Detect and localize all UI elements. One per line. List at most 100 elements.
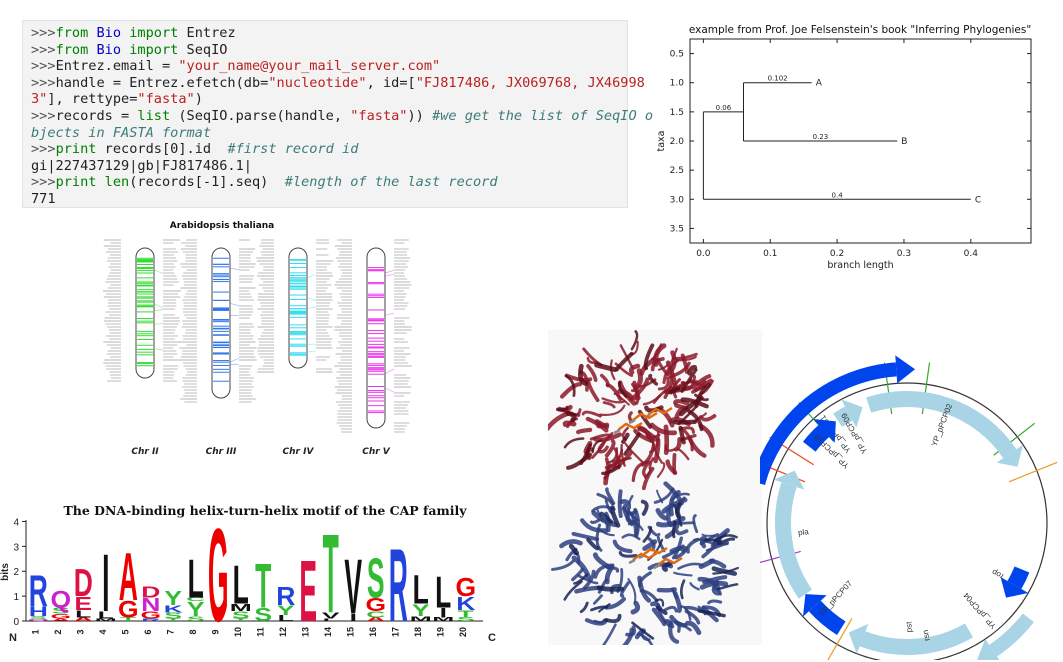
- protein-ribbon: [604, 613, 622, 624]
- position-label: 17: [390, 627, 400, 637]
- protein-ribbon: [661, 560, 673, 572]
- protein-ribbon: [601, 397, 626, 404]
- protein-ribbon: [678, 425, 686, 445]
- protein-ribbon: [630, 330, 639, 351]
- protein-ribbon: [582, 569, 596, 590]
- gene-connector: [153, 269, 164, 274]
- position-label: 11: [255, 627, 265, 637]
- logo-letter: R: [141, 618, 161, 622]
- gene-connector: [384, 312, 395, 316]
- code-token: #first record id: [227, 141, 359, 158]
- protein-ribbon: [673, 619, 681, 633]
- protein-ribbon: [618, 550, 638, 558]
- protein-ribbon: [656, 587, 677, 593]
- logo-letter: C: [366, 610, 385, 620]
- protein-ribbon: [551, 559, 575, 571]
- x-tick-label: 0.2: [830, 249, 844, 259]
- chromosome-label: Chr V: [362, 447, 391, 457]
- code-token: list: [137, 107, 179, 124]
- protein-ribbon: [586, 364, 598, 382]
- protein-ribbon: [590, 605, 609, 612]
- gene-feature-arrowhead: [841, 399, 863, 428]
- position-label: 19: [435, 627, 445, 637]
- protein-ribbon: [697, 576, 721, 591]
- ligand-stick: [628, 418, 636, 425]
- protein-ribbon: [591, 439, 603, 454]
- protein-ribbon: [599, 514, 609, 534]
- python-code-block: >>>from Bio import Entrez >>>from Bio imp…: [22, 20, 653, 208]
- y-tick-label: 1.5: [670, 108, 684, 118]
- logo-letter: R: [29, 566, 48, 616]
- logo-letter: M: [230, 602, 252, 613]
- logo-title: The DNA-binding helix-turn-helix motif o…: [63, 503, 467, 518]
- protein-ribbon: [577, 574, 599, 585]
- gene-connector: [384, 274, 395, 277]
- chromosome-label: Chr II: [131, 447, 159, 457]
- tip-label: C: [975, 195, 981, 205]
- logo-letter: R: [389, 528, 408, 644]
- position-label: 14: [323, 627, 333, 637]
- gene-connector: [229, 357, 240, 363]
- protein-ribbon: [622, 503, 634, 527]
- protein-ribbon: [624, 442, 644, 463]
- gene-feature-arrowhead: [895, 355, 916, 384]
- protein-ribbon: [711, 566, 738, 576]
- chromosome-map-title: Arabidopsis thaliana: [170, 221, 275, 231]
- code-token: len: [104, 174, 130, 191]
- logo-letter: L: [278, 614, 294, 624]
- ligand-stick: [653, 563, 661, 570]
- tip-label: A: [816, 79, 823, 89]
- logo-letter: Q: [50, 586, 71, 613]
- code-token: #length of the last record: [284, 174, 498, 191]
- gene-feature-arrowhead: [848, 623, 869, 654]
- tip-label: B: [901, 137, 907, 147]
- gene-feature-arrowhead: [996, 444, 1024, 467]
- gene-feature-arc: [775, 482, 813, 599]
- gene-connector: [384, 368, 395, 375]
- tree-title: example from Prof. Joe Felsenstein's boo…: [689, 24, 1031, 36]
- feature-label: rsn: [921, 629, 932, 642]
- gene-connector: [384, 270, 395, 274]
- chromosome-map: Arabidopsis thaliana Chr II Chr III Chr IV C…: [103, 221, 412, 457]
- code-line: >>>print records[0].id #first record id: [31, 141, 621, 158]
- position-label: 10: [233, 627, 243, 637]
- code-token: >>>: [31, 58, 56, 75]
- protein-ribbon: [697, 609, 726, 618]
- protein-structure-images: [548, 330, 762, 645]
- logo-letter: L: [98, 610, 114, 621]
- code-token: >>>: [31, 25, 56, 41]
- position-label: 5: [120, 629, 130, 634]
- restriction-site: [1008, 461, 1058, 483]
- gene-feature-arc: [833, 406, 853, 427]
- gene-feature-arc: [989, 613, 1034, 657]
- protein-ribbon: [690, 374, 712, 390]
- logo-letter: M: [95, 618, 117, 622]
- protein-ribbon: [596, 508, 604, 522]
- ligand-stick: [628, 558, 636, 565]
- gene-connector: [153, 303, 164, 309]
- logo-letter: K: [456, 593, 476, 614]
- logo-letter: A: [119, 538, 138, 614]
- logo-letter: A: [366, 617, 385, 623]
- logo-letter: L: [188, 549, 204, 610]
- protein-ribbon: [698, 414, 717, 422]
- x-tick-label: 0.1: [763, 249, 777, 259]
- position-label: 7: [165, 629, 175, 634]
- position-label: 9: [210, 629, 220, 634]
- protein-ribbon: [627, 578, 637, 604]
- gene-connector: [229, 268, 240, 270]
- logo-letter: I: [350, 612, 357, 623]
- gene-connector: [306, 297, 317, 302]
- branch-length-label: 0.102: [768, 75, 788, 83]
- protein-ribbon: [576, 427, 593, 435]
- code-token: import: [129, 25, 187, 41]
- gene-feature-arrowhead: [977, 639, 1000, 660]
- logo-letter: D: [141, 583, 160, 601]
- feature-label: pla: [798, 527, 810, 537]
- code-token: SeqIO: [186, 41, 228, 58]
- gene-connector: [384, 387, 395, 393]
- protein-ribbon: [568, 543, 580, 556]
- protein-ribbon: [580, 518, 607, 533]
- protein-ribbon: [692, 514, 699, 534]
- protein-ribbon: [599, 511, 614, 524]
